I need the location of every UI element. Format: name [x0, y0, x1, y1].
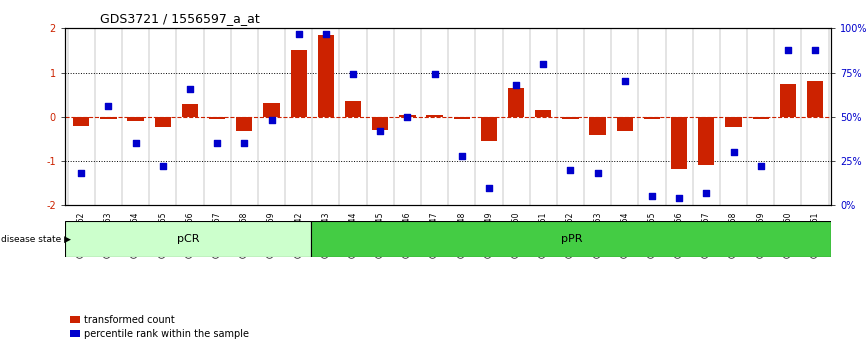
Legend: transformed count, percentile rank within the sample: transformed count, percentile rank withi… [70, 315, 249, 338]
Text: pCR: pCR [177, 234, 199, 244]
Bar [779, 84, 796, 117]
Point [672, 195, 686, 201]
Bar [726, 117, 741, 127]
Bar [100, 117, 117, 119]
Point [319, 31, 333, 36]
Point [727, 149, 740, 155]
Bar [454, 117, 470, 119]
Point [400, 114, 414, 120]
Point [210, 141, 224, 146]
Point [564, 167, 578, 173]
Bar [399, 115, 416, 117]
Bar [345, 101, 361, 117]
Bar [73, 117, 89, 126]
Point [183, 86, 197, 91]
Point [428, 72, 442, 77]
Point [74, 171, 88, 176]
Bar [481, 117, 497, 141]
Point [482, 185, 496, 190]
Bar [643, 117, 660, 119]
Point [781, 47, 795, 52]
Bar [311, 221, 831, 257]
Bar [127, 117, 144, 121]
Point [753, 164, 767, 169]
Bar [508, 88, 524, 117]
Bar [535, 110, 552, 117]
Point [617, 79, 631, 84]
Bar [290, 51, 307, 117]
Bar [65, 221, 311, 257]
Bar [236, 117, 253, 131]
Point [536, 61, 550, 67]
Point [156, 164, 170, 169]
Bar [155, 117, 171, 127]
Bar [807, 81, 824, 117]
Point [292, 31, 306, 36]
Text: pPR: pPR [560, 234, 582, 244]
Bar [182, 104, 198, 117]
Bar [698, 117, 714, 166]
Text: GDS3721 / 1556597_a_at: GDS3721 / 1556597_a_at [100, 12, 259, 25]
Point [455, 153, 469, 159]
Point [808, 47, 822, 52]
Point [237, 141, 251, 146]
Bar [372, 117, 388, 130]
Text: disease state ▶: disease state ▶ [1, 234, 71, 244]
Bar [426, 115, 443, 117]
Point [346, 72, 360, 77]
Bar [318, 35, 334, 117]
Point [645, 194, 659, 199]
Bar [753, 117, 769, 119]
Bar [590, 117, 606, 135]
Point [591, 171, 604, 176]
Bar [263, 103, 280, 117]
Point [509, 82, 523, 88]
Point [129, 141, 143, 146]
Point [373, 128, 387, 134]
Point [101, 103, 115, 109]
Bar [671, 117, 688, 169]
Bar [562, 117, 578, 119]
Bar [209, 117, 225, 119]
Bar [617, 117, 633, 131]
Point [265, 118, 279, 123]
Point [700, 190, 714, 196]
